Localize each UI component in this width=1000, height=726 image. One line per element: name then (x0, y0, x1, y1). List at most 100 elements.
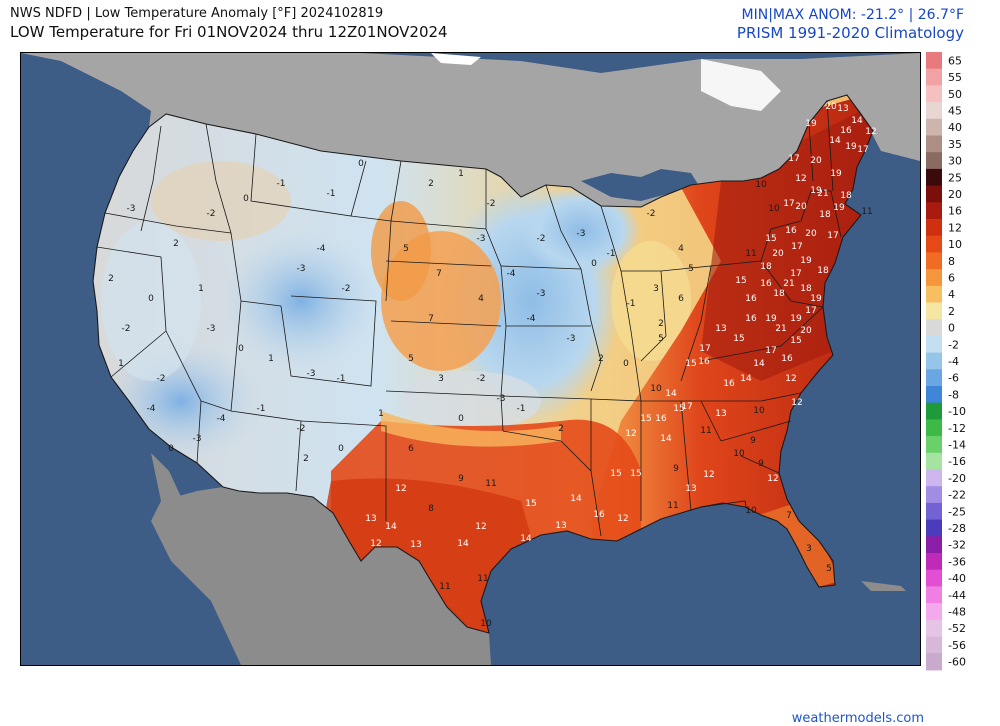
anomaly-value-label: 10 (650, 384, 662, 394)
anomaly-value-label: 20 (805, 229, 817, 239)
anomaly-value-label: 16 (785, 226, 797, 236)
anomaly-value-label: 16 (655, 414, 667, 424)
colorbar-tick-label: -8 (948, 388, 959, 401)
anomaly-value-label: 8 (428, 504, 434, 514)
anomaly-value-label: 0 (591, 259, 597, 269)
anomaly-value-label: -1 (627, 299, 636, 309)
anomaly-value-label: 12 (785, 374, 796, 384)
anomaly-value-label: -1 (277, 179, 286, 189)
colorbar-tick-label: -2 (948, 338, 959, 351)
colorbar-swatch (926, 352, 942, 370)
anomaly-value-label: 17 (790, 269, 801, 279)
anomaly-value-label: -4 (507, 269, 516, 279)
anomaly-value-label: 14 (665, 389, 677, 399)
anomaly-value-label: 0 (623, 359, 629, 369)
colorbar-swatch (926, 603, 942, 621)
anomaly-value-label: 11 (861, 207, 872, 217)
colorbar-swatch (926, 469, 942, 487)
state-borders (92, 94, 874, 634)
anomaly-value-label: 20 (795, 202, 807, 212)
climatology-label: PRISM 1991-2020 Climatology (736, 24, 964, 42)
anomaly-value-label: 13 (715, 409, 726, 419)
anomaly-value-label: 17 (765, 346, 776, 356)
colorbar-tick-label: -60 (948, 656, 966, 669)
anomaly-value-label: -3 (127, 204, 136, 214)
anomaly-value-label: 15 (733, 334, 744, 344)
colorbar-tick-label: -48 (948, 605, 966, 618)
colorbar-tick-label: -56 (948, 639, 966, 652)
colorbar-swatch (926, 85, 942, 103)
anomaly-value-label: 16 (745, 314, 757, 324)
anomaly-value-label: 2 (558, 424, 564, 434)
anomaly-value-label: 2 (428, 179, 434, 189)
colorbar-tick-label: 40 (948, 121, 962, 134)
anomaly-value-label: 15 (630, 469, 641, 479)
anomaly-value-label: 15 (735, 276, 746, 286)
anomaly-value-label: -2 (477, 374, 486, 384)
anomaly-value-label: 3 (806, 544, 812, 554)
colorbar-swatch (926, 436, 942, 454)
anomaly-value-label: -1 (337, 374, 346, 384)
colorbar-tick-label: 50 (948, 88, 962, 101)
anomaly-value-label: 2 (303, 454, 309, 464)
anomaly-value-label: 12 (795, 174, 806, 184)
colorbar-swatch (926, 135, 942, 153)
colorbar-tick-label: -4 (948, 355, 959, 368)
anomaly-value-label: 16 (593, 510, 605, 520)
colorbar-swatch (926, 302, 942, 320)
anomaly-value-label: 5 (688, 264, 694, 274)
map-title-block: NWS NDFD | Low Temperature Anomaly [°F] … (10, 6, 448, 42)
anomaly-value-label: 21 (783, 279, 794, 289)
anomaly-value-label: 10 (768, 204, 780, 214)
anomaly-value-label: 17 (783, 199, 794, 209)
anomaly-value-label: 5 (658, 334, 664, 344)
anomaly-value-label: 12 (395, 484, 406, 494)
anomaly-value-label: 17 (788, 154, 799, 164)
colorbar-canvas: 65555045403530252016121086420-2-4-6-8-10… (926, 52, 966, 671)
anomaly-value-label: 2 (658, 319, 664, 329)
anomaly-value-label: 19 (810, 294, 822, 304)
colorbar-tick-label: -44 (948, 589, 966, 602)
anomaly-value-label: 5 (826, 564, 832, 574)
anomaly-value-label: 9 (758, 459, 764, 469)
colorbar-swatch (926, 536, 942, 554)
colorbar-tick-label: 16 (948, 205, 962, 218)
anomaly-value-label: 20 (800, 326, 812, 336)
colorbar-swatch (926, 553, 942, 571)
colorbar-tick-label: -40 (948, 572, 966, 585)
anomaly-value-label: 0 (148, 294, 154, 304)
anomaly-value-label: 16 (723, 379, 735, 389)
anomaly-value-label: 16 (760, 279, 772, 289)
anomaly-value-label: -4 (217, 414, 226, 424)
colorbar-swatch (926, 269, 942, 287)
anomaly-value-label: -2 (487, 199, 496, 209)
anomaly-value-label: 19 (830, 169, 842, 179)
anomaly-value-label: 16 (840, 126, 852, 136)
colorbar-swatch (926, 168, 942, 187)
anomaly-value-label: 0 (243, 194, 249, 204)
colorbar-swatch (926, 369, 942, 387)
anomaly-value-label: -3 (207, 324, 216, 334)
anomaly-value-label: 7 (428, 314, 434, 324)
anomaly-value-label: 15 (790, 336, 801, 346)
anomaly-value-label: 14 (753, 359, 765, 369)
colorbar-swatch (926, 519, 942, 537)
anomaly-value-label: 17 (699, 344, 710, 354)
anomaly-value-label: -1 (607, 249, 616, 259)
anomaly-value-label: 17 (827, 231, 838, 241)
anomaly-value-label: 15 (765, 234, 776, 244)
anomaly-value-label: 19 (800, 256, 812, 266)
anomaly-value-label: 1 (458, 169, 464, 179)
anomaly-value-label: 18 (817, 266, 829, 276)
anomaly-value-label: 1 (378, 409, 384, 419)
colorbar-tick-label: 10 (948, 238, 962, 251)
anomaly-value-label: 14 (385, 522, 397, 532)
anomaly-value-label: 11 (700, 426, 711, 436)
product-title: NWS NDFD | Low Temperature Anomaly [°F] … (10, 6, 384, 21)
anomaly-value-label: 19 (765, 314, 777, 324)
anomaly-value-label: 10 (480, 619, 492, 629)
colorbar-swatch (926, 653, 942, 671)
colorbar-tick-label: -20 (948, 472, 966, 485)
anomaly-value-label: -3 (193, 434, 202, 444)
anomaly-value-label: 11 (667, 501, 678, 511)
